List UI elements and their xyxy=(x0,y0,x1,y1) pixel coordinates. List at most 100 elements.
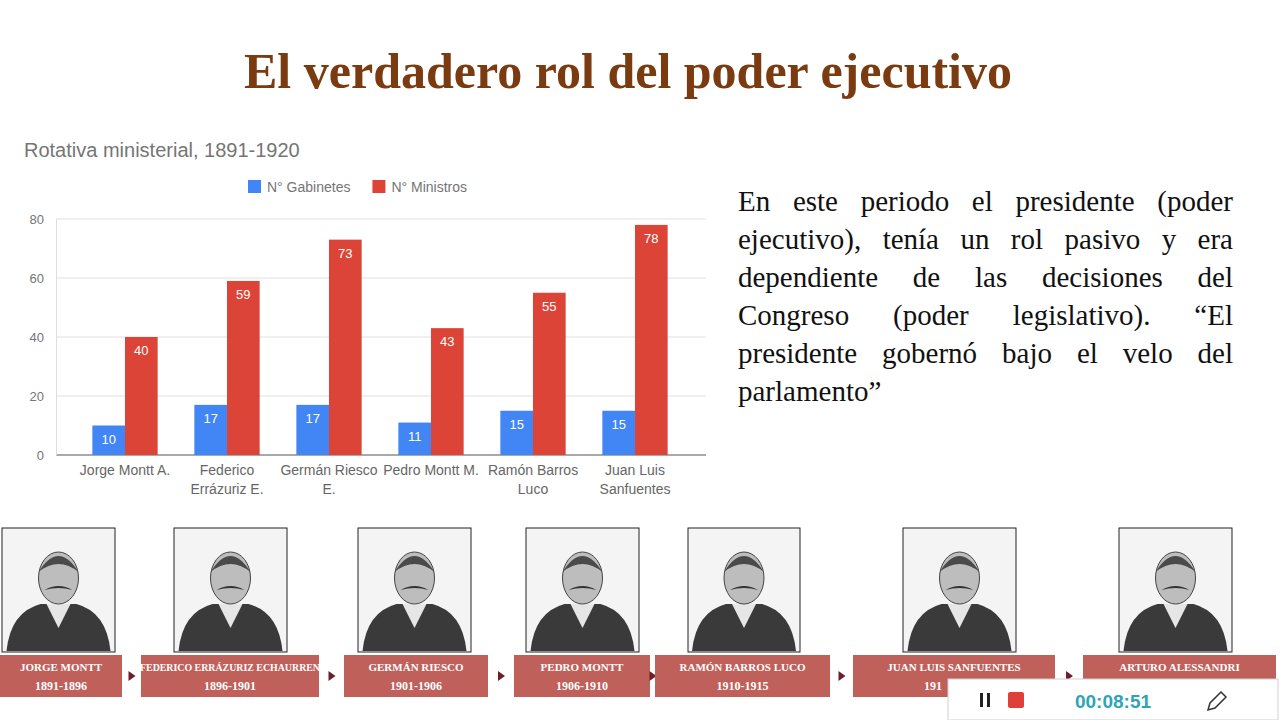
portrait-collar xyxy=(403,604,427,628)
portrait-moustache xyxy=(946,586,974,590)
portrait-moustache xyxy=(569,586,597,590)
portrait-moustache xyxy=(217,586,245,590)
portrait-body xyxy=(531,604,635,651)
president-name: JUAN LUIS SANFUENTES xyxy=(887,661,1020,673)
pause-bar xyxy=(980,693,983,707)
portrait-frame xyxy=(358,528,471,652)
name-plate xyxy=(514,655,650,697)
data-label: 15 xyxy=(611,417,625,432)
president-years: 1891-1896 xyxy=(35,679,87,693)
bar xyxy=(602,411,635,455)
portrait-collar xyxy=(571,604,595,628)
legend-swatch xyxy=(248,180,261,193)
y-tick: 20 xyxy=(30,389,56,404)
bar xyxy=(635,225,668,455)
portrait-body xyxy=(1124,604,1228,651)
portrait-head xyxy=(395,552,435,604)
portrait-hair xyxy=(211,556,251,572)
portrait-hair xyxy=(940,556,980,572)
x-tick: Juan LuisSanfuentes xyxy=(600,455,671,497)
president-years: 1910-1915 xyxy=(717,679,769,693)
chart: Rotativa ministerial, 1891-1920N° Gabine… xyxy=(24,139,706,497)
timeline-arrow xyxy=(498,671,505,681)
name-plate xyxy=(0,655,122,697)
portrait-frame xyxy=(526,528,639,652)
grid-line xyxy=(56,219,706,220)
portrait-body xyxy=(363,604,467,651)
paragraph: En este periodo el presidente (poder eje… xyxy=(738,182,1233,410)
portrait-collar xyxy=(732,604,756,628)
president-years: 1896-1901 xyxy=(204,679,256,693)
portrait-moustache xyxy=(45,586,73,590)
stop-button xyxy=(1008,692,1024,708)
x-tick-label: FedericoErrázuriz E. xyxy=(190,462,263,497)
bar xyxy=(227,281,260,455)
x-tick: Jorge Montt A. xyxy=(80,455,170,478)
legend-item: N° Gabinetes xyxy=(248,179,350,195)
data-label: 17 xyxy=(305,411,319,426)
portrait-head xyxy=(940,552,980,604)
legend-label: N° Ministros xyxy=(391,179,467,195)
bar xyxy=(500,411,533,455)
portrait-head xyxy=(211,552,251,604)
name-plate xyxy=(141,655,319,697)
portrait-body xyxy=(692,604,796,651)
data-label: 15 xyxy=(509,417,523,432)
portrait-body xyxy=(908,604,1012,651)
president-name: PEDRO MONTT xyxy=(541,661,624,673)
data-label: 17 xyxy=(203,411,217,426)
x-tick: Pedro Montt M. xyxy=(383,455,479,478)
data-label: 59 xyxy=(236,287,250,302)
president-name: JORGE MONTT xyxy=(20,661,103,673)
portrait-collar xyxy=(219,604,243,628)
president: ARTURO ALESSANDRI xyxy=(1083,528,1276,697)
portrait-moustache xyxy=(401,586,429,590)
data-label: 11 xyxy=(408,429,422,444)
y-axis-line xyxy=(56,220,57,456)
bar xyxy=(125,337,158,455)
portrait-head xyxy=(1156,552,1196,604)
x-tick-label: Juan LuisSanfuentes xyxy=(600,462,671,497)
grid-line xyxy=(56,278,706,279)
data-label: 10 xyxy=(101,432,115,447)
portrait-frame xyxy=(903,528,1016,652)
portrait-moustache xyxy=(1162,586,1190,590)
portrait-body xyxy=(7,604,111,651)
bars xyxy=(92,225,667,455)
legend: N° Gabinetes N° Ministros xyxy=(248,179,467,195)
slide: El verdadero rol del poder ejecutivoRota… xyxy=(0,0,1280,720)
y-tick: 40 xyxy=(30,330,56,345)
bar xyxy=(329,240,362,455)
portrait-head xyxy=(39,552,79,604)
name-plate xyxy=(344,655,488,697)
portrait-head xyxy=(563,552,603,604)
portrait-frame xyxy=(1119,528,1232,652)
recorder-panel xyxy=(948,679,1278,720)
bar xyxy=(533,293,566,455)
president: FEDERICO ERRÁZURIZ ECHAURREN 1896-1901 xyxy=(140,528,335,697)
grid xyxy=(56,219,706,455)
president: JUAN LUIS SANFUENTES191 xyxy=(853,528,1073,697)
portrait-collar xyxy=(47,604,71,628)
legend-label: N° Gabinetes xyxy=(267,179,350,195)
bar xyxy=(398,423,431,455)
y-tick: 60 xyxy=(30,271,56,286)
x-tick: Ramón BarrosLuco xyxy=(488,455,578,497)
timeline-arrow xyxy=(329,671,336,681)
data-label: 73 xyxy=(338,246,352,261)
portrait-hair xyxy=(563,556,603,572)
bar xyxy=(92,426,125,456)
x-tick-label: Jorge Montt A. xyxy=(80,462,170,478)
president-name: FEDERICO ERRÁZURIZ ECHAURREN xyxy=(140,662,320,673)
x-tick: Germán RiescoE. xyxy=(280,455,377,497)
portrait-hair xyxy=(395,556,435,572)
portrait-hair xyxy=(724,556,764,572)
portrait-hair xyxy=(1156,556,1196,572)
president: JORGE MONTT 1891-1896 xyxy=(0,528,136,697)
pencil-icon xyxy=(1208,692,1226,710)
president: PEDRO MONTT1906-1910 xyxy=(514,528,657,697)
portrait-frame xyxy=(2,528,115,652)
bar xyxy=(296,405,329,455)
data-label: 40 xyxy=(134,343,148,358)
legend-swatch xyxy=(372,180,385,193)
